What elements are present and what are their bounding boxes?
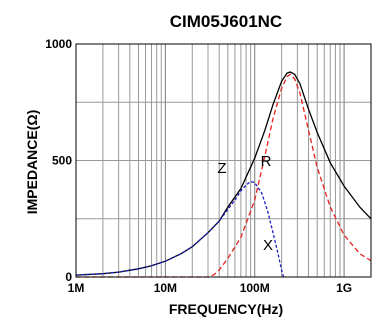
grid-lines xyxy=(76,44,371,277)
y-tick-label: 500 xyxy=(52,154,72,168)
series-line-r xyxy=(76,73,372,278)
y-axis-title: IMPEDANCE(Ω) xyxy=(24,110,40,215)
series-line-z xyxy=(75,71,372,276)
curve-label-x: X xyxy=(263,237,273,254)
x-tick-label: 10M xyxy=(154,281,177,295)
y-tick-label: 1000 xyxy=(45,37,72,51)
series-lines xyxy=(75,71,372,278)
x-tick-label: 1M xyxy=(68,281,85,295)
x-tick-label: 1G xyxy=(336,281,352,295)
curve-label-r: R xyxy=(261,153,272,170)
chart-title: CIM05J601NC xyxy=(170,12,282,31)
curve-labels: Z R X xyxy=(217,153,273,254)
x-axis-title: FREQUENCY(Hz) xyxy=(169,301,283,317)
curve-label-z: Z xyxy=(217,160,226,177)
x-tick-label: 100M xyxy=(240,281,270,295)
plot-frame xyxy=(75,43,372,278)
axis-ticks: 1M 10M 100M 1G 0 500 1000 xyxy=(45,37,352,295)
series-line-x xyxy=(75,180,285,278)
y-tick-label: 0 xyxy=(65,270,72,284)
